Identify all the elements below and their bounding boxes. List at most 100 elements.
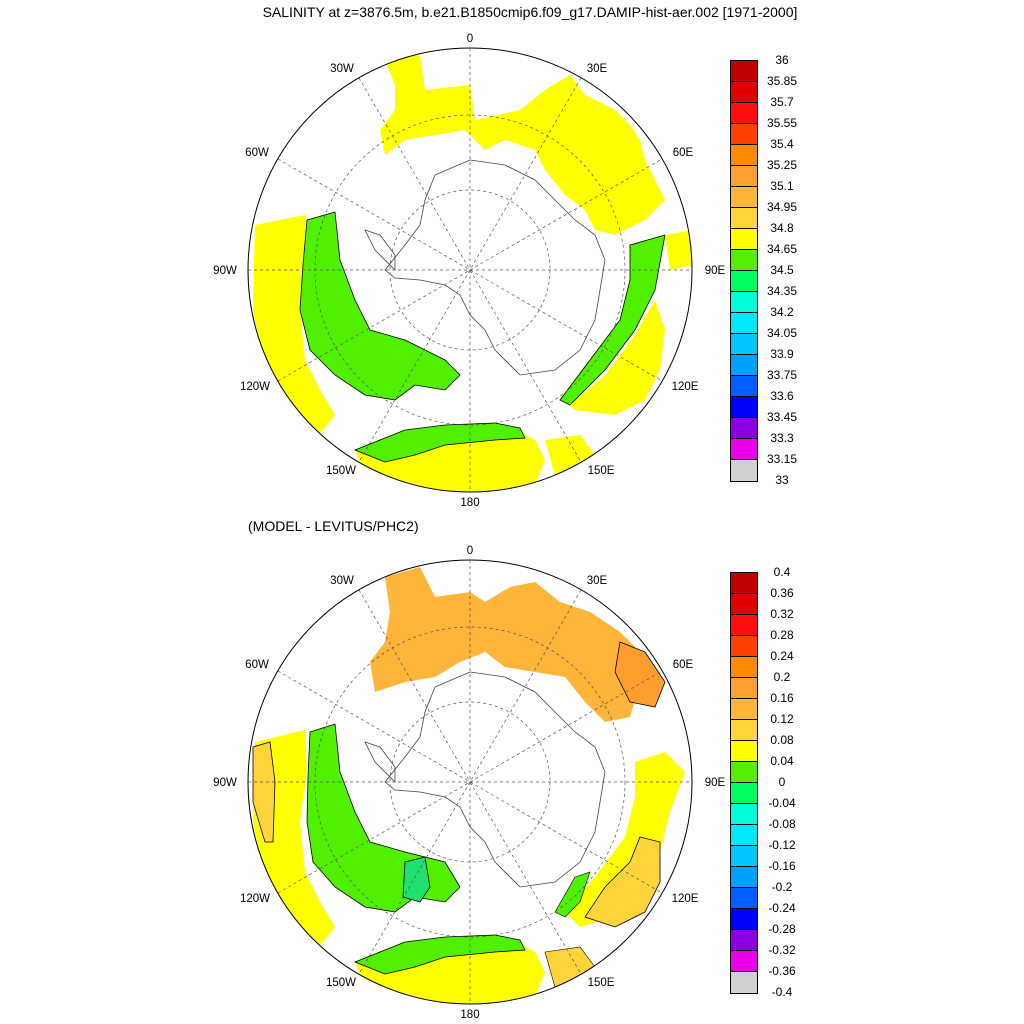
colorbar-swatch: [731, 573, 757, 594]
lon-label-150w: 150W: [326, 465, 356, 477]
colorbar-swatch: [731, 103, 757, 124]
colorbar-swatch: [731, 930, 757, 951]
colorbar-tick-label: 35.85: [766, 74, 798, 88]
colorbar-tick-label: -0.12: [768, 838, 796, 852]
colorbar-swatch: [731, 720, 757, 741]
colorbar-swatch: [731, 867, 757, 888]
colorbar-tick-label: 33.3: [770, 431, 794, 445]
colorbar-tick-label: 34.8: [770, 221, 794, 235]
lon-label-30w-bottom: 30W: [330, 575, 354, 587]
lon-label-30w: 30W: [330, 63, 354, 75]
lon-label-0-bottom: 0: [467, 545, 473, 557]
colorbar-swatch: [731, 825, 757, 846]
lon-label-60e-bottom: 60E: [673, 659, 694, 671]
graticule: [248, 48, 692, 492]
colorbar-tick-label: -0.24: [768, 901, 796, 915]
map-boundary-bottom: [247, 559, 693, 1005]
salinity-region-bellingshausen: [299, 211, 461, 401]
colorbar-tick-label: 0.2: [773, 670, 791, 684]
colorbar-tick-label: 0.16: [770, 691, 794, 705]
lon-label-120w-bottom: 120W: [240, 893, 270, 905]
difference-region-east-green: [554, 871, 591, 918]
colorbar-tick-label: 0.36: [770, 586, 794, 600]
antarctica-coastline-bottom: [384, 671, 606, 888]
colorbar-swatch: [731, 804, 757, 825]
antarctica-coastline: [384, 159, 606, 376]
colorbar-swatch: [731, 208, 757, 229]
salinity-colorbar: [730, 60, 758, 482]
colorbar-tick-label: 0.12: [770, 712, 794, 726]
colorbar-tick-label: 34.5: [770, 263, 794, 277]
colorbar-tick-label: 34.05: [766, 326, 798, 340]
colorbar-tick-label: 34.35: [766, 284, 798, 298]
graticule-bottom: [248, 560, 692, 1004]
colorbar-tick-label: 35.4: [770, 137, 794, 151]
colorbar-swatch: [731, 271, 757, 292]
lon-label-90e-bottom: 90E: [705, 777, 726, 789]
colorbar-swatch: [731, 951, 757, 972]
colorbar-swatch: [731, 972, 757, 993]
salinity-map: 0 30E 60E 90E 120E 150E 180 150W 120W 90…: [213, 33, 725, 509]
colorbar-tick-label: 0.32: [770, 607, 794, 621]
colorbar-tick-label: 33.75: [766, 368, 798, 382]
colorbar-tick-label: 0.08: [770, 733, 794, 747]
antarctic-peninsula: [364, 229, 396, 271]
colorbar-swatch: [731, 355, 757, 376]
salinity-region-far-east: [665, 230, 692, 270]
colorbar-swatch: [731, 82, 757, 103]
difference-colorbar: [730, 572, 758, 994]
colorbar-swatch: [731, 657, 757, 678]
lon-label-120e: 120E: [672, 381, 699, 393]
difference-region-atlantic-indian: [370, 567, 640, 722]
colorbar-swatch: [731, 678, 757, 699]
colorbar-swatch: [731, 741, 757, 762]
colorbar-tick-label: -0.28: [768, 922, 796, 936]
lon-label-90w: 90W: [213, 265, 237, 277]
colorbar-swatch: [731, 909, 757, 930]
colorbar-swatch: [731, 636, 757, 657]
colorbar-tick-label: 0.4: [773, 565, 791, 579]
colorbar-tick-label: 35.1: [770, 179, 794, 193]
colorbar-swatch: [731, 124, 757, 145]
colorbar-swatch: [731, 397, 757, 418]
colorbar-swatch: [731, 229, 757, 250]
lon-label-120w: 120W: [240, 381, 270, 393]
lon-label-120e-bottom: 120E: [672, 893, 699, 905]
colorbar-tick-label: 33.45: [766, 410, 798, 424]
colorbar-swatch: [731, 166, 757, 187]
lon-label-0: 0: [467, 33, 473, 45]
colorbar-tick-label: -0.2: [771, 880, 793, 894]
colorbar-swatch: [731, 439, 757, 460]
salinity-region-atlantic-indian: [380, 55, 665, 235]
lon-label-180: 180: [460, 497, 479, 509]
colorbar-swatch: [731, 313, 757, 334]
lon-label-60w-bottom: 60W: [245, 659, 269, 671]
colorbar-swatch: [731, 334, 757, 355]
colorbar-tick-label: 33.9: [770, 347, 794, 361]
colorbar-tick-label: -0.36: [768, 964, 796, 978]
colorbar-tick-label: 33.6: [770, 389, 794, 403]
colorbar-swatch: [731, 762, 757, 783]
difference-region-teal: [402, 856, 431, 903]
map-boundary: [247, 47, 693, 493]
lon-label-90e: 90E: [705, 265, 726, 277]
colorbar-tick-label: 33: [775, 473, 789, 487]
colorbar-swatch: [731, 783, 757, 804]
difference-region-west-gold: [252, 741, 276, 843]
lon-label-30e: 30E: [587, 63, 608, 75]
colorbar-tick-label: 0.24: [770, 649, 794, 663]
difference-region-east-yellow: [565, 752, 685, 927]
colorbar-tick-label: 0.04: [770, 754, 794, 768]
difference-subtitle: (MODEL - LEVITUS/PHC2): [248, 518, 419, 534]
colorbar-swatch: [731, 615, 757, 636]
colorbar-tick-label: 34.2: [770, 305, 794, 319]
colorbar-tick-label: 34.95: [766, 200, 798, 214]
colorbar-tick-label: 35.7: [770, 95, 794, 109]
difference-map: 0 30E 60E 90E 120E 150E 180 150W 120W 90…: [213, 545, 725, 1021]
lon-label-90w-bottom: 90W: [213, 777, 237, 789]
lon-label-30e-bottom: 30E: [587, 575, 608, 587]
lon-label-60e: 60E: [673, 147, 694, 159]
antarctic-peninsula-bottom: [364, 741, 396, 783]
colorbar-tick-label: 35.55: [766, 116, 798, 130]
colorbar-swatch: [731, 145, 757, 166]
